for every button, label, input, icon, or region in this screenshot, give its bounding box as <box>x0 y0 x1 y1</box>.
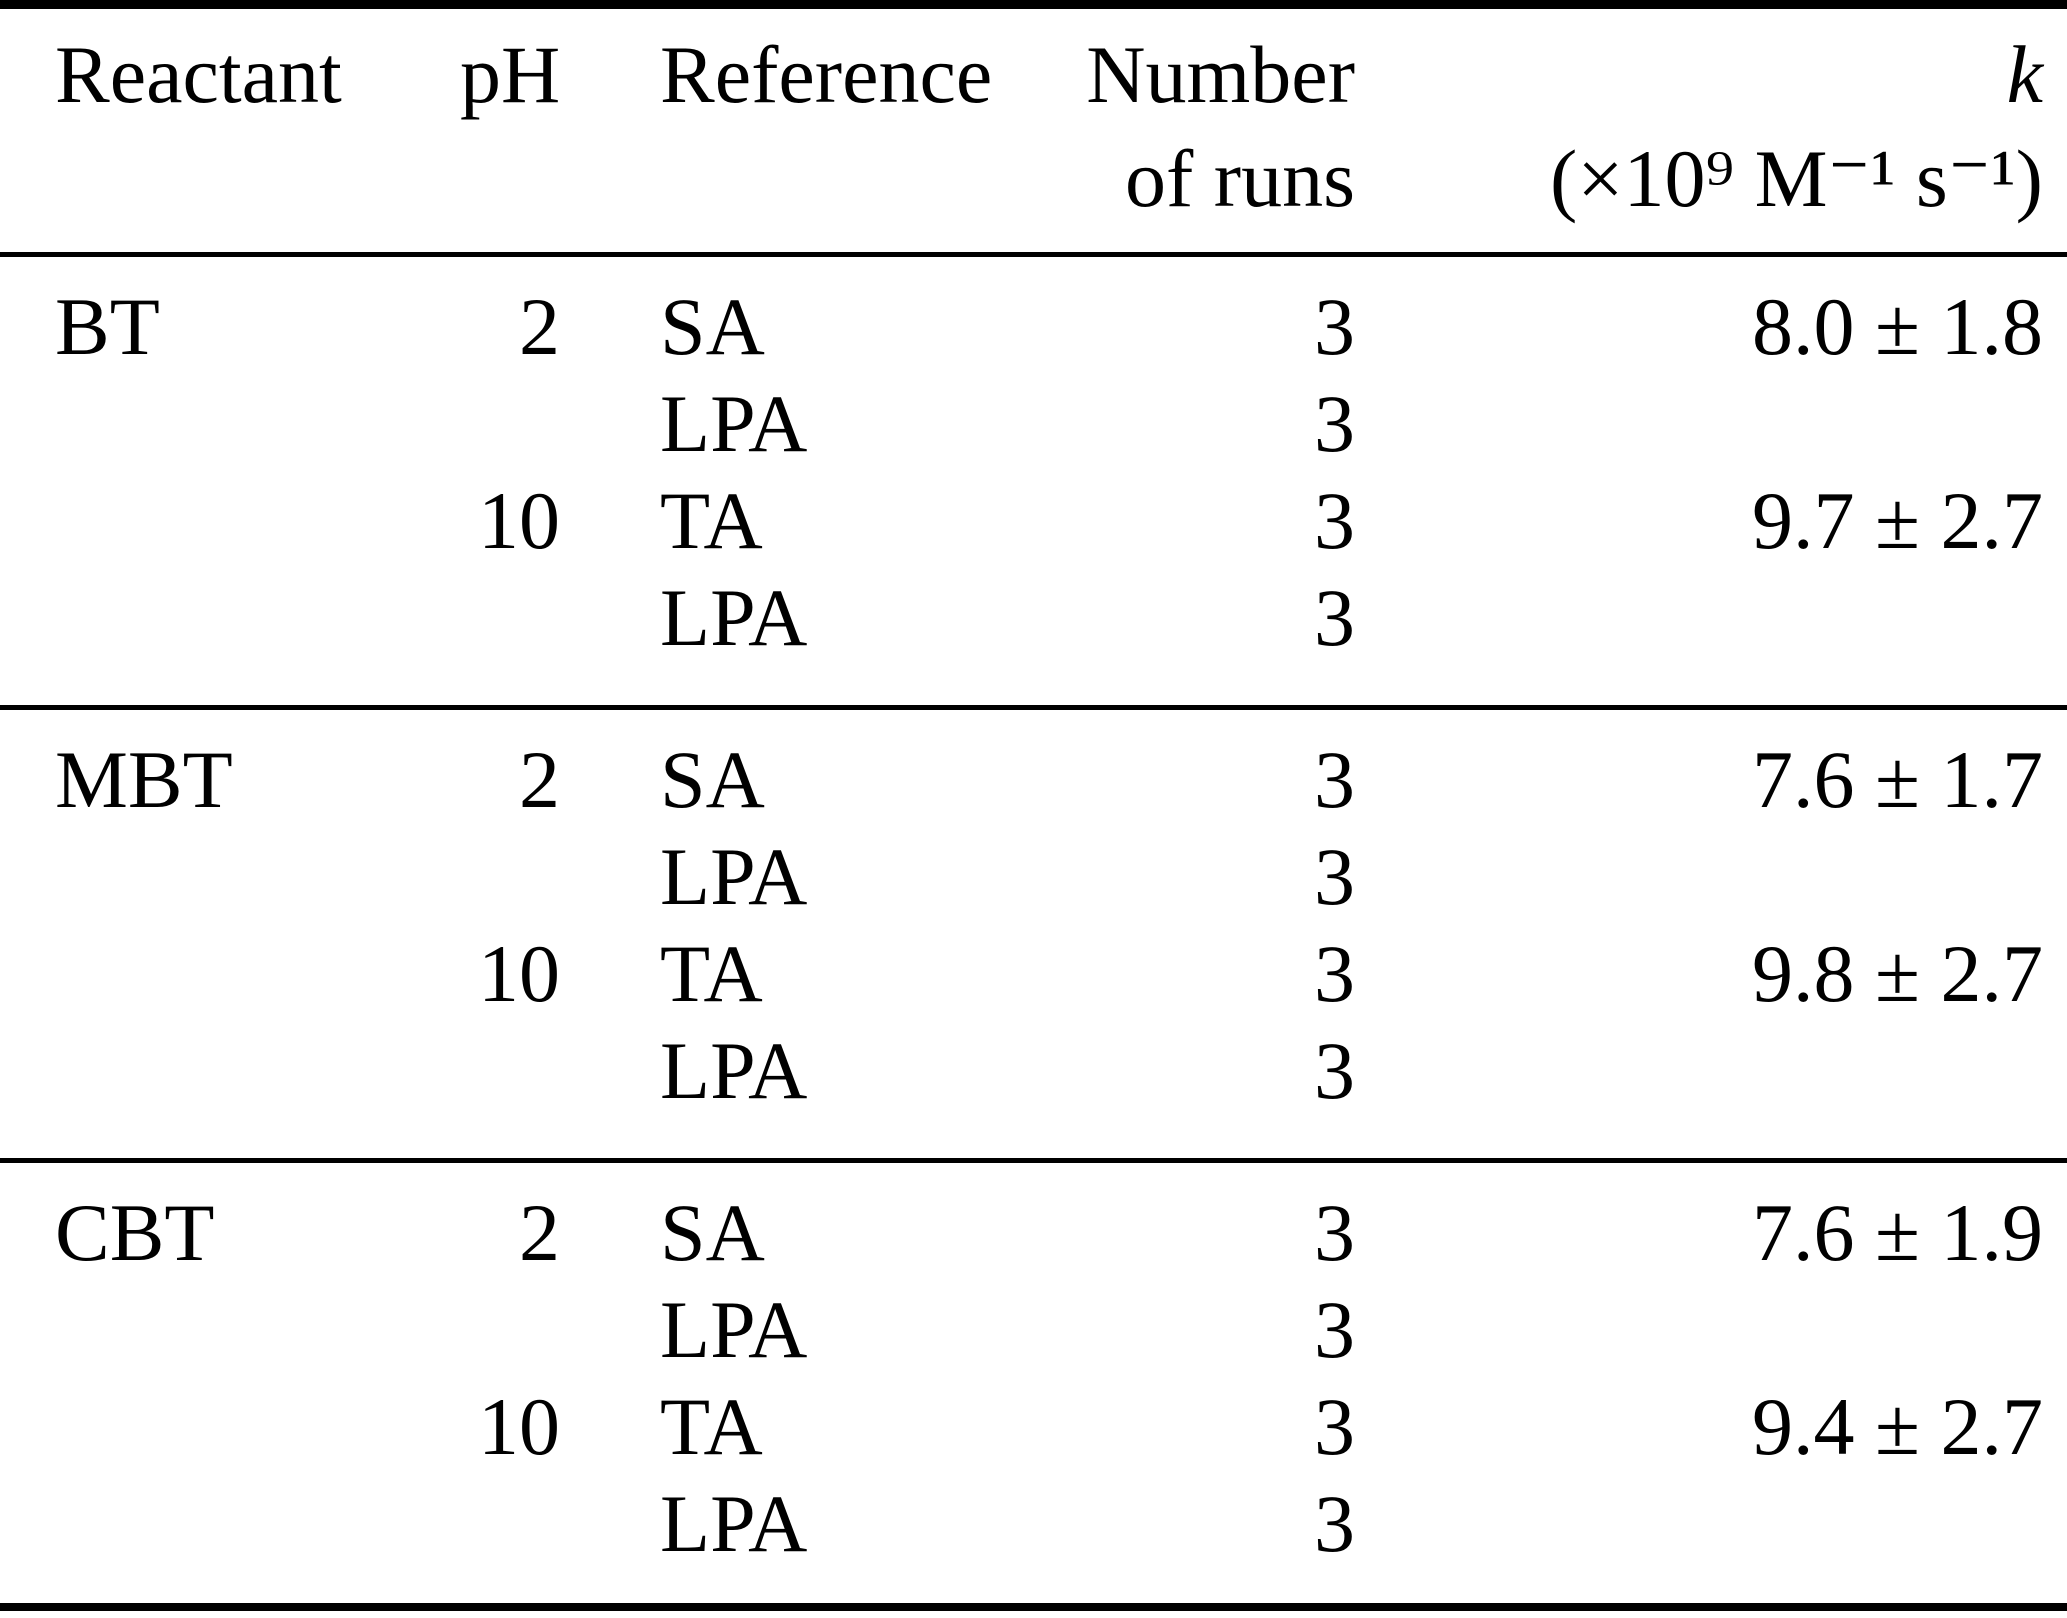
reactant-cell <box>0 1281 460 1378</box>
table-row: 10 TA 3 9.8 ± 2.7 <box>0 925 2067 1022</box>
section-bt: BT 2 SA 3 8.0 ± 1.8 LPA 3 10 TA 3 9.7 ± … <box>0 255 2067 708</box>
runs-header-line2: of runs <box>1124 133 1355 224</box>
k-value-cell <box>1355 375 2067 472</box>
column-header-ph: pH <box>460 5 560 255</box>
table-row: CBT 2 SA 3 7.6 ± 1.9 <box>0 1161 2067 1282</box>
runs-cell: 3 <box>1314 734 1355 825</box>
table-row: MBT 2 SA 3 7.6 ± 1.7 <box>0 708 2067 829</box>
k-unit-label: (×10⁹ M⁻¹ s⁻¹) <box>1549 133 2043 224</box>
reactant-cell <box>0 1475 460 1607</box>
runs-cell: 3 <box>1314 1478 1355 1569</box>
reference-cell: TA <box>660 475 763 566</box>
ph-cell <box>460 828 560 925</box>
ph-cell <box>460 375 560 472</box>
section-mbt: MBT 2 SA 3 7.6 ± 1.7 LPA 3 10 TA 3 9.8 ±… <box>0 707 2067 1161</box>
table-row: LPA 3 <box>0 828 2067 925</box>
reference-cell: TA <box>660 928 763 1019</box>
table-row: LPA 3 <box>0 375 2067 472</box>
reference-cell: SA <box>660 1187 765 1278</box>
column-header-number-of-runs: Number of runs <box>1060 5 1355 255</box>
table-row: LPA 3 <box>0 1022 2067 1161</box>
column-header-reference: Reference <box>560 5 1060 255</box>
runs-cell: 3 <box>1314 281 1355 372</box>
reactant-cell <box>0 828 460 925</box>
runs-cell: 3 <box>1314 572 1355 663</box>
runs-cell: 3 <box>1314 378 1355 469</box>
table-row: 10 TA 3 9.4 ± 2.7 <box>0 1378 2067 1475</box>
reference-cell: LPA <box>660 1025 808 1116</box>
ph-header-label: pH <box>460 29 561 120</box>
ph-cell: 10 <box>478 928 560 1019</box>
runs-cell: 3 <box>1314 1284 1355 1375</box>
reference-cell: LPA <box>660 378 808 469</box>
reference-header-label: Reference <box>660 29 993 120</box>
ph-cell: 2 <box>519 734 560 825</box>
reference-cell: SA <box>660 281 765 372</box>
table-header-row: Reactant pH Reference Number of runs k (… <box>0 5 2067 255</box>
reactant-cell: MBT <box>55 734 233 825</box>
table-row: LPA 3 <box>0 1475 2067 1607</box>
runs-cell: 3 <box>1314 475 1355 566</box>
k-value-cell: 7.6 ± 1.9 <box>1751 1187 2043 1278</box>
runs-cell: 3 <box>1314 1025 1355 1116</box>
reactant-cell <box>0 925 460 1022</box>
reactant-header-label: Reactant <box>55 29 342 120</box>
reference-cell: LPA <box>660 831 808 922</box>
table-row: LPA 3 <box>0 1281 2067 1378</box>
runs-cell: 3 <box>1314 1381 1355 1472</box>
reactant-cell: BT <box>55 281 160 372</box>
ph-cell <box>460 569 560 708</box>
runs-cell: 3 <box>1314 1187 1355 1278</box>
k-value-cell: 9.8 ± 2.7 <box>1751 928 2043 1019</box>
reactant-cell: CBT <box>55 1187 215 1278</box>
section-cbt: CBT 2 SA 3 7.6 ± 1.9 LPA 3 10 TA 3 9.4 ±… <box>0 1160 2067 1608</box>
reference-cell: LPA <box>660 572 808 663</box>
ph-cell: 2 <box>519 281 560 372</box>
column-header-k: k (×10⁹ M⁻¹ s⁻¹) <box>1355 5 2067 255</box>
runs-header-line1: Number <box>1086 29 1355 120</box>
reactant-cell <box>0 1022 460 1161</box>
runs-cell: 3 <box>1314 928 1355 1019</box>
runs-cell: 3 <box>1314 831 1355 922</box>
ph-cell <box>460 1022 560 1161</box>
reactant-cell <box>0 375 460 472</box>
table-header: Reactant pH Reference Number of runs k (… <box>0 5 2067 255</box>
k-value-cell <box>1355 828 2067 925</box>
reactant-cell <box>0 1378 460 1475</box>
ph-cell: 10 <box>478 475 560 566</box>
table-row: BT 2 SA 3 8.0 ± 1.8 <box>0 255 2067 376</box>
column-header-reactant: Reactant <box>0 5 460 255</box>
k-value-cell <box>1355 1281 2067 1378</box>
k-value-cell: 9.4 ± 2.7 <box>1751 1381 2043 1472</box>
table-row: LPA 3 <box>0 569 2067 708</box>
k-value-cell <box>1355 1022 2067 1161</box>
k-value-cell <box>1355 569 2067 708</box>
k-value-cell: 9.7 ± 2.7 <box>1751 475 2043 566</box>
k-value-cell <box>1355 1475 2067 1607</box>
k-symbol-label: k <box>2006 29 2043 120</box>
ph-cell: 10 <box>478 1381 560 1472</box>
k-value-cell: 7.6 ± 1.7 <box>1751 734 2043 825</box>
reactant-cell <box>0 569 460 708</box>
reference-cell: TA <box>660 1381 763 1472</box>
ph-cell <box>460 1475 560 1607</box>
table-row: 10 TA 3 9.7 ± 2.7 <box>0 472 2067 569</box>
reference-cell: SA <box>660 734 765 825</box>
reference-cell: LPA <box>660 1478 808 1569</box>
ph-cell <box>460 1281 560 1378</box>
reference-cell: LPA <box>660 1284 808 1375</box>
reactant-cell <box>0 472 460 569</box>
ph-cell: 2 <box>519 1187 560 1278</box>
k-value-cell: 8.0 ± 1.8 <box>1751 281 2043 372</box>
